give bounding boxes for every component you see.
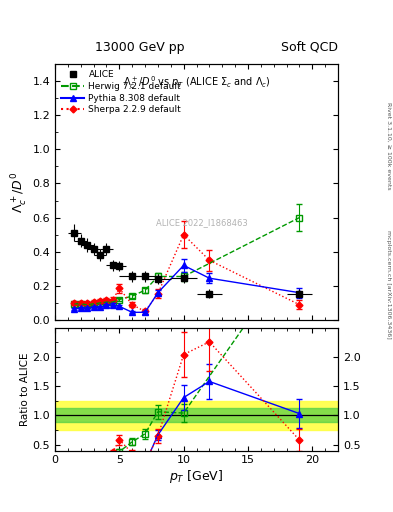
Y-axis label: Ratio to ALICE: Ratio to ALICE	[20, 352, 29, 426]
Text: $\Lambda_c^+/D^0$ vs $p_T$ (ALICE $\Sigma_c$ and $\Lambda_c$): $\Lambda_c^+/D^0$ vs $p_T$ (ALICE $\Sigm…	[123, 74, 270, 91]
X-axis label: $p_T$ [GeV]: $p_T$ [GeV]	[169, 468, 224, 485]
Text: ALICE 2022_I1868463: ALICE 2022_I1868463	[156, 218, 248, 227]
Text: Rivet 3.1.10, ≥ 100k events: Rivet 3.1.10, ≥ 100k events	[386, 102, 391, 190]
Text: Soft QCD: Soft QCD	[281, 41, 338, 54]
Text: 13000 GeV pp: 13000 GeV pp	[95, 41, 185, 54]
Text: mcplots.cern.ch [arXiv:1306.3436]: mcplots.cern.ch [arXiv:1306.3436]	[386, 230, 391, 339]
Legend: ALICE, Herwig 7.2.1 default, Pythia 8.308 default, Sherpa 2.2.9 default: ALICE, Herwig 7.2.1 default, Pythia 8.30…	[58, 67, 185, 118]
Y-axis label: $\Lambda_c^+/D^0$: $\Lambda_c^+/D^0$	[9, 172, 29, 212]
